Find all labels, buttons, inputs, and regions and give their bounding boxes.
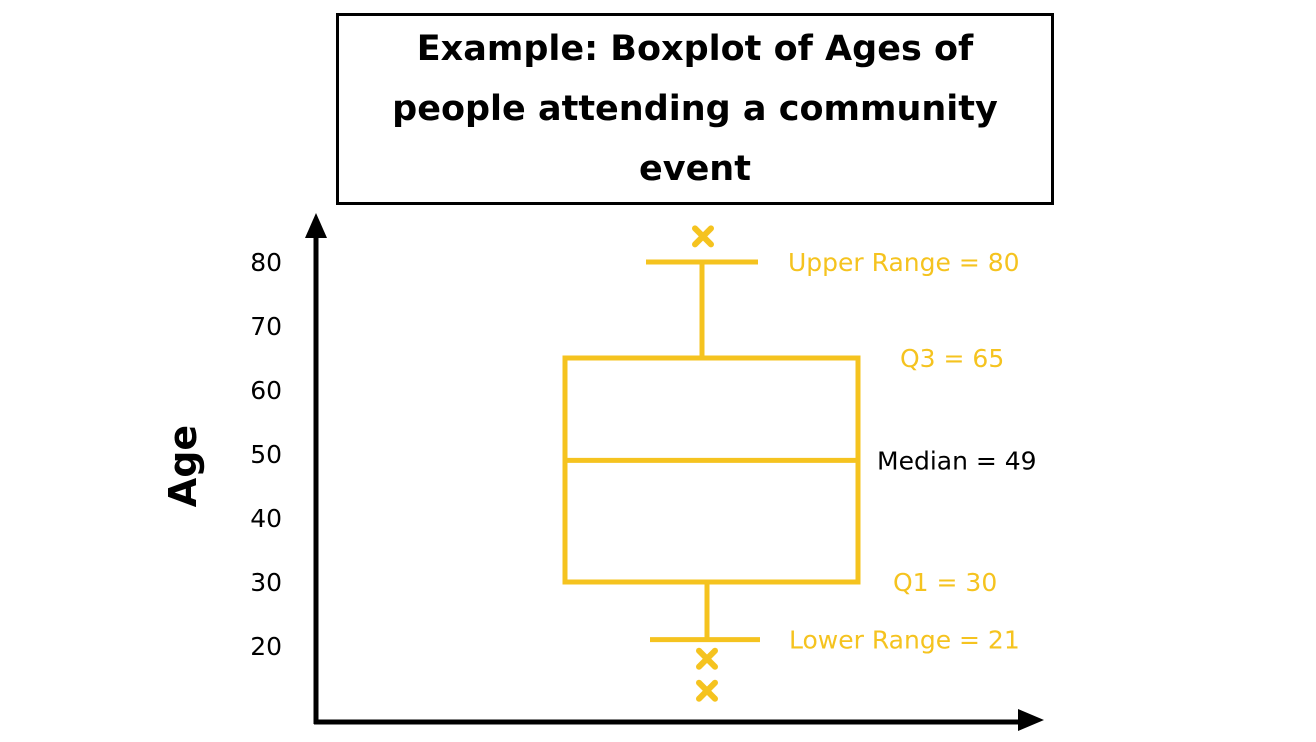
outlier-stroke [692, 225, 714, 248]
outlier-stroke [696, 647, 718, 670]
outlier-point [696, 647, 718, 670]
annotation-label: Q3 = 65 [900, 344, 1004, 373]
iqr-box [562, 355, 861, 585]
annotation-label: Lower Range = 21 [789, 626, 1020, 655]
y-tick-label: 60 [250, 376, 282, 405]
annotation-label: Q1 = 30 [893, 568, 997, 597]
chart-title-box: Example: Boxplot of Ages of people atten… [336, 13, 1054, 205]
outlier-stroke [696, 679, 718, 702]
outlier-point [692, 225, 714, 248]
y-tick-label: 40 [250, 504, 282, 533]
y-tick-label: 20 [250, 632, 282, 661]
outlier-point [696, 679, 718, 702]
chart-title: Example: Boxplot of Ages of people atten… [392, 29, 998, 189]
y-tick-label: 80 [250, 248, 282, 277]
annotation-label: Median = 49 [877, 446, 1037, 475]
y-axis-arrowhead [305, 213, 327, 238]
y-tick-label: 50 [250, 440, 282, 469]
annotation-label: Upper Range = 80 [788, 248, 1020, 277]
y-tick-label: 30 [250, 568, 282, 597]
y-tick-label: 70 [250, 312, 282, 341]
x-axis-arrowhead [1018, 709, 1044, 731]
